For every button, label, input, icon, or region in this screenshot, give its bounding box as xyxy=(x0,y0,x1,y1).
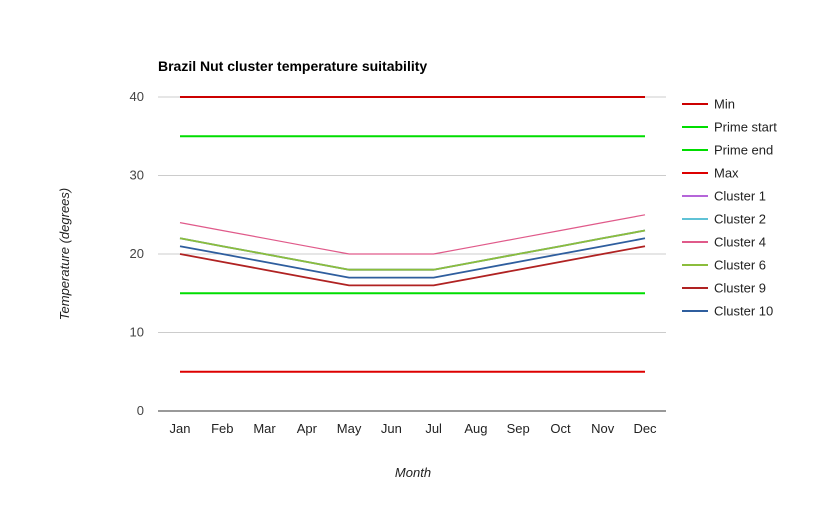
legend-label: Prime end xyxy=(714,143,773,158)
series-line-cluster-1 xyxy=(179,229,646,271)
legend-label: Min xyxy=(714,97,735,112)
legend-label: Prime start xyxy=(714,120,777,135)
chart-title: Brazil Nut cluster temperature suitabili… xyxy=(158,58,428,74)
x-tick-label: Dec xyxy=(633,421,657,436)
x-tick-label: Nov xyxy=(591,421,615,436)
x-tick-label: Feb xyxy=(211,421,233,436)
series-line-cluster-10 xyxy=(179,237,646,279)
x-tick-label: Mar xyxy=(253,421,276,436)
x-tick-label: Jul xyxy=(425,421,442,436)
x-tick-label: Aug xyxy=(464,421,487,436)
x-axis-title: Month xyxy=(395,465,431,480)
legend-label: Cluster 10 xyxy=(714,304,773,319)
y-tick-label: 30 xyxy=(130,168,144,183)
y-tick-label: 40 xyxy=(130,89,144,104)
x-tick-label: Sep xyxy=(507,421,530,436)
x-tick-label: Oct xyxy=(550,421,571,436)
x-tick-label: Apr xyxy=(297,421,318,436)
y-axis-title: Temperature (degrees) xyxy=(57,188,72,320)
series-line-cluster-6 xyxy=(179,229,646,271)
x-tick-label: Jun xyxy=(381,421,402,436)
legend-label: Max xyxy=(714,166,739,181)
series-line-cluster-9 xyxy=(179,245,646,287)
legend-label: Cluster 6 xyxy=(714,258,766,273)
y-tick-label: 20 xyxy=(130,246,144,261)
x-tick-label: May xyxy=(337,421,362,436)
legend-label: Cluster 4 xyxy=(714,235,766,250)
legend-label: Cluster 1 xyxy=(714,189,766,204)
legend-label: Cluster 2 xyxy=(714,212,766,227)
series-line-cluster-4 xyxy=(179,214,646,255)
y-tick-label: 0 xyxy=(137,403,144,418)
series-line-cluster-2 xyxy=(179,229,646,271)
y-tick-label: 10 xyxy=(130,325,144,340)
legend-label: Cluster 9 xyxy=(714,281,766,296)
x-tick-label: Jan xyxy=(170,421,191,436)
